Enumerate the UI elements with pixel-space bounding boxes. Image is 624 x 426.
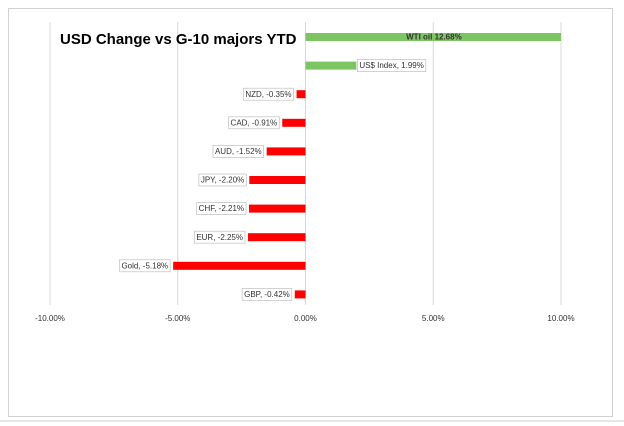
- data-label-box: [198, 173, 247, 187]
- data-label-box: [212, 145, 265, 158]
- data-label: NZD, -0.35%: [245, 90, 291, 99]
- bar: [305, 61, 357, 70]
- data-label: CAD, -0.91%: [231, 118, 278, 127]
- data-label-box: [242, 87, 294, 101]
- data-label: CHF, -2.21%: [199, 204, 244, 213]
- data-label: WTI oil 12.68%: [406, 33, 462, 42]
- data-label-box: [241, 288, 293, 301]
- bar: [173, 261, 306, 270]
- data-label-box: [196, 202, 247, 215]
- x-tick-label: -5.00%: [165, 314, 190, 323]
- data-label: EUR, -2.25%: [196, 233, 243, 242]
- data-label: US$ Index, 1.99%: [359, 61, 423, 70]
- bars: [173, 33, 561, 299]
- data-label-box: [119, 259, 171, 273]
- data-label-box: [356, 59, 427, 72]
- bar: [249, 176, 306, 184]
- frame: [8, 8, 613, 417]
- x-tick-label: 0.00%: [294, 314, 317, 323]
- data-label: AUD, -1.52%: [215, 147, 262, 156]
- bar: [294, 290, 306, 299]
- data-label: Gold, -5.18%: [121, 261, 168, 270]
- x-tick-label: -10.00%: [35, 314, 65, 323]
- bar: [282, 118, 306, 127]
- chart-title: USD Change vs G-10 majors YTD: [60, 31, 297, 48]
- bar: [305, 33, 561, 41]
- bar: [296, 90, 306, 99]
- data-label-box: [228, 116, 280, 130]
- bar: [249, 204, 306, 213]
- bar: [266, 147, 306, 156]
- labels: -10.00% -5.00% 0.00% 5.00% 10.00% WTI oil 12.…: [35, 33, 574, 324]
- grid: [49, 22, 562, 305]
- x-tick-label: 10.00%: [547, 314, 574, 323]
- data-label: GBP, -0.42%: [244, 290, 290, 299]
- bar: [248, 233, 306, 242]
- x-tick-label: 5.00%: [422, 314, 445, 323]
- data-label-box: [193, 230, 246, 244]
- data-label: JPY, -2.20%: [201, 176, 244, 185]
